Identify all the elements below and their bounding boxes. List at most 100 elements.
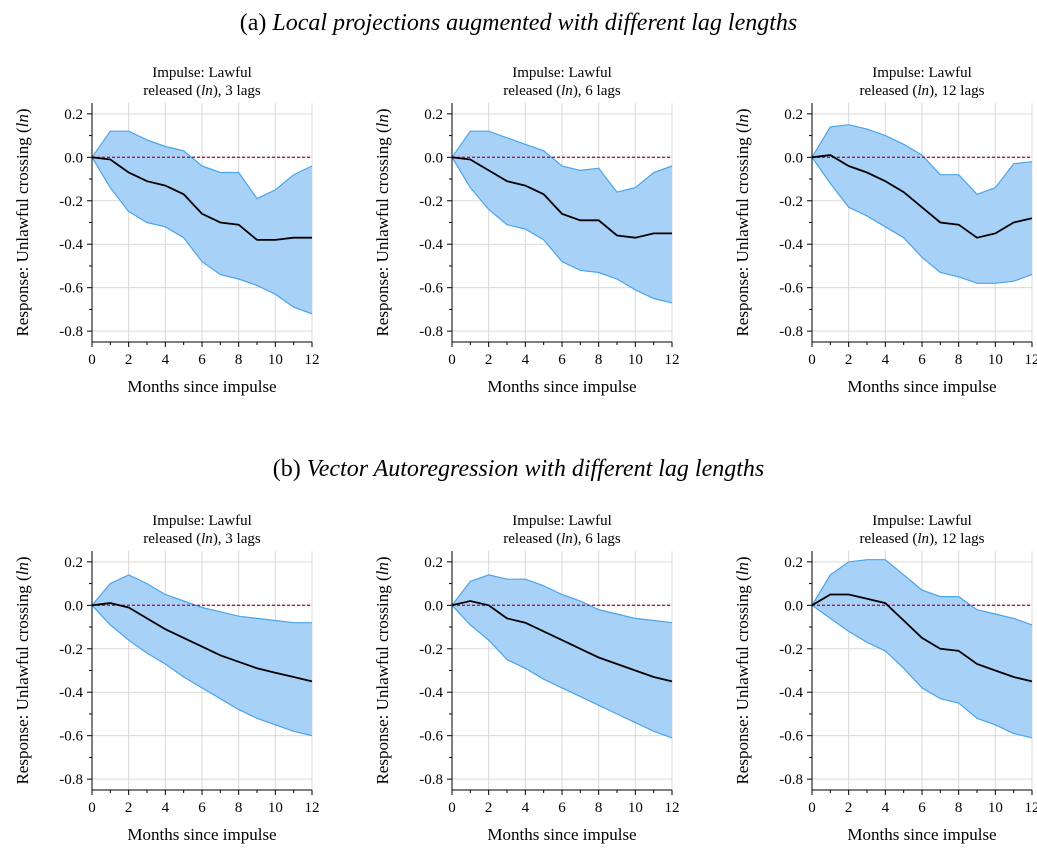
section-title-a: (a) Local projections augmented with dif… xyxy=(0,10,1037,37)
y-tick-label: 0.0 xyxy=(424,598,443,614)
x-tick-label: 0 xyxy=(808,800,816,816)
y-tick-label: -0.2 xyxy=(779,194,803,210)
x-tick-label: 12 xyxy=(665,352,680,368)
y-tick-label: 0.2 xyxy=(784,107,803,123)
section-label-b: (b) xyxy=(273,456,301,482)
x-tick-label: 4 xyxy=(882,800,890,816)
x-tick-label: 10 xyxy=(268,800,283,816)
x-tick-label: 4 xyxy=(522,800,530,816)
x-tick-label: 10 xyxy=(628,352,643,368)
panel-title-line-2: released (ln), 3 lags xyxy=(143,531,261,547)
x-tick-label: 2 xyxy=(485,352,493,368)
y-tick-label: 0.0 xyxy=(784,150,803,166)
y-tick-label: -0.2 xyxy=(779,642,803,658)
panel-title-line-1: Impulse: Lawful xyxy=(512,65,612,81)
x-tick-label: 8 xyxy=(955,352,963,368)
y-tick-label: 0.0 xyxy=(64,598,83,614)
x-axis-label: Months since impulse xyxy=(847,377,996,396)
y-tick-label: -0.6 xyxy=(779,729,803,745)
y-axis-label: Response: Unlawful crossing (ln) xyxy=(13,108,32,336)
x-tick-label: 12 xyxy=(305,800,320,816)
y-tick-label: -0.6 xyxy=(419,281,443,297)
x-tick-label: 2 xyxy=(845,800,853,816)
y-tick-label: -0.2 xyxy=(59,642,83,658)
y-tick-label: 0.2 xyxy=(424,107,443,123)
x-tick-label: 0 xyxy=(88,800,96,816)
x-tick-label: 12 xyxy=(1025,800,1037,816)
x-tick-label: 2 xyxy=(485,800,493,816)
y-tick-label: -0.8 xyxy=(779,324,803,340)
panel-title-line-1: Impulse: Lawful xyxy=(872,513,972,529)
y-tick-label: -0.8 xyxy=(419,324,443,340)
x-tick-label: 4 xyxy=(162,800,170,816)
x-tick-label: 8 xyxy=(595,352,603,368)
x-tick-label: 6 xyxy=(198,800,206,816)
panel-title-line-1: Impulse: Lawful xyxy=(152,513,252,529)
panel-title-line-1: Impulse: Lawful xyxy=(872,65,972,81)
x-tick-label: 2 xyxy=(125,352,133,368)
y-tick-label: -0.8 xyxy=(59,324,83,340)
y-tick-label: -0.8 xyxy=(59,772,83,788)
y-tick-label: -0.4 xyxy=(59,237,83,253)
x-tick-label: 6 xyxy=(918,352,926,368)
y-axis-label: Response: Unlawful crossing (ln) xyxy=(373,556,392,784)
chart-panel-b-2: 0.2 0.0 -0.2 -0.4 -0.6 -0.8 0 2 4 6 8 10 12 Months si… xyxy=(360,508,690,860)
x-tick-label: 8 xyxy=(955,800,963,816)
x-tick-label: 0 xyxy=(88,352,96,368)
x-tick-label: 8 xyxy=(235,352,243,368)
y-tick-label: -0.2 xyxy=(419,194,443,210)
x-tick-label: 8 xyxy=(235,800,243,816)
x-tick-label: 2 xyxy=(125,800,133,816)
panel-title-line-1: Impulse: Lawful xyxy=(512,513,612,529)
x-tick-label: 0 xyxy=(808,352,816,368)
y-tick-label: -0.4 xyxy=(419,237,443,253)
panel-title-line-2: released (ln), 6 lags xyxy=(503,531,621,547)
y-tick-label: 0.0 xyxy=(424,150,443,166)
x-tick-label: 10 xyxy=(268,352,283,368)
x-tick-label: 6 xyxy=(198,352,206,368)
y-tick-label: -0.6 xyxy=(779,281,803,297)
y-tick-label: 0.0 xyxy=(64,150,83,166)
section-title-b-text: Vector Autoregression with different lag… xyxy=(307,456,765,482)
y-axis-label: Response: Unlawful crossing (ln) xyxy=(373,108,392,336)
x-tick-label: 6 xyxy=(918,800,926,816)
x-tick-label: 6 xyxy=(558,800,566,816)
x-tick-label: 10 xyxy=(628,800,643,816)
y-tick-label: -0.6 xyxy=(59,281,83,297)
x-tick-label: 8 xyxy=(595,800,603,816)
x-axis-label: Months since impulse xyxy=(127,377,276,396)
x-axis-label: Months since impulse xyxy=(487,825,636,844)
x-tick-label: 0 xyxy=(448,800,456,816)
y-tick-label: 0.2 xyxy=(784,555,803,571)
section-label-a: (a) xyxy=(240,10,267,36)
y-tick-label: -0.4 xyxy=(59,685,83,701)
x-tick-label: 6 xyxy=(558,352,566,368)
x-tick-label: 4 xyxy=(522,352,530,368)
x-tick-label: 0 xyxy=(448,352,456,368)
section-title-b: (b) Vector Autoregression with different… xyxy=(0,456,1037,483)
y-tick-label: -0.2 xyxy=(419,642,443,658)
y-tick-label: -0.4 xyxy=(419,685,443,701)
x-tick-label: 12 xyxy=(305,352,320,368)
panel-title-line-2: released (ln), 6 lags xyxy=(503,83,621,99)
y-axis-label: Response: Unlawful crossing (ln) xyxy=(733,108,752,336)
y-axis-label: Response: Unlawful crossing (ln) xyxy=(13,556,32,784)
y-tick-label: 0.2 xyxy=(424,555,443,571)
x-tick-label: 12 xyxy=(1025,352,1037,368)
y-tick-label: -0.6 xyxy=(59,729,83,745)
y-tick-label: -0.8 xyxy=(419,772,443,788)
chart-panel-a-2: 0.2 0.0 -0.2 -0.4 -0.6 -0.8 0 2 4 6 8 10 12 Months si… xyxy=(360,60,690,412)
x-tick-label: 10 xyxy=(988,352,1003,368)
panel-title-line-1: Impulse: Lawful xyxy=(152,65,252,81)
y-tick-label: -0.6 xyxy=(419,729,443,745)
y-tick-label: 0.0 xyxy=(784,598,803,614)
section-title-a-text: Local projections augmented with differe… xyxy=(272,10,797,36)
x-tick-label: 4 xyxy=(162,352,170,368)
y-tick-label: -0.4 xyxy=(779,237,803,253)
x-tick-label: 12 xyxy=(665,800,680,816)
y-tick-label: -0.2 xyxy=(59,194,83,210)
y-axis-label: Response: Unlawful crossing (ln) xyxy=(733,556,752,784)
y-tick-label: -0.4 xyxy=(779,685,803,701)
x-axis-label: Months since impulse xyxy=(487,377,636,396)
